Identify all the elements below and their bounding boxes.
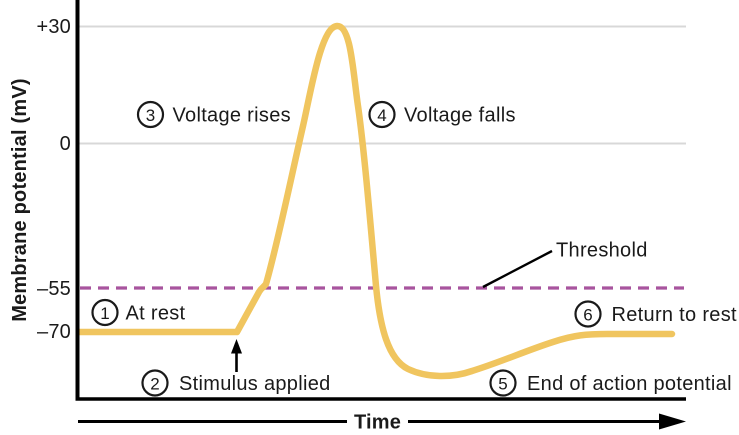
step-4-label: Voltage falls bbox=[404, 105, 516, 127]
step-2-number: 2 bbox=[150, 374, 159, 393]
annotation-at-rest: 1 At rest bbox=[91, 298, 186, 327]
step-6-label: Return to rest bbox=[612, 304, 738, 326]
step-4-circle-icon bbox=[368, 100, 396, 129]
step-5-label: End of action potential bbox=[527, 373, 732, 395]
step-1-circle-icon bbox=[91, 298, 119, 327]
step-5-circle-icon bbox=[489, 369, 517, 397]
threshold-callout: Threshold bbox=[482, 240, 648, 289]
step-6-circle-icon bbox=[574, 300, 602, 328]
step-1-number: 1 bbox=[100, 304, 109, 323]
x-axis-title: Time bbox=[354, 412, 401, 434]
step-3-number: 3 bbox=[146, 106, 155, 125]
y-tick-minus55: –55 bbox=[37, 278, 71, 300]
annotation-voltage-falls: 4 Voltage falls bbox=[368, 100, 516, 129]
y-axis-title: Membrane potential (mV) bbox=[9, 78, 31, 322]
y-tick-plus30: +30 bbox=[36, 16, 71, 38]
annotation-stimulus-applied: 2 Stimulus applied bbox=[141, 339, 331, 397]
step-4-number: 4 bbox=[377, 106, 386, 125]
time-axis: Time bbox=[78, 412, 686, 434]
y-tick-minus70: –70 bbox=[37, 321, 71, 343]
step-3-label: Voltage rises bbox=[173, 105, 291, 127]
threshold-pointer-line bbox=[482, 249, 553, 289]
y-tick-zero: 0 bbox=[60, 133, 71, 155]
step-5-number: 5 bbox=[498, 374, 507, 393]
step-3-circle-icon bbox=[136, 100, 165, 129]
annotation-end-of-action-potential: 5 End of action potential bbox=[489, 369, 732, 397]
threshold-label: Threshold bbox=[556, 240, 648, 262]
step-6-number: 6 bbox=[583, 305, 592, 324]
annotation-return-to-rest: 6 Return to rest bbox=[574, 300, 738, 328]
step-1-label: At rest bbox=[126, 303, 186, 325]
membrane-potential-curve bbox=[75, 22, 676, 380]
time-axis-arrowhead-icon bbox=[659, 413, 686, 430]
annotation-voltage-rises: 3 Voltage rises bbox=[136, 100, 291, 129]
stimulus-arrowhead-icon bbox=[231, 339, 242, 354]
step-2-circle-icon bbox=[141, 369, 169, 397]
step-2-label: Stimulus applied bbox=[179, 373, 331, 395]
